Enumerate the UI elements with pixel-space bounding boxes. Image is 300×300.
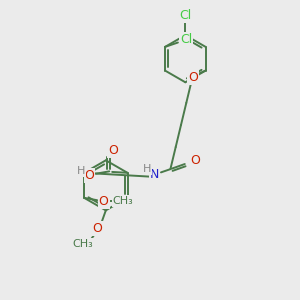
Text: N: N bbox=[149, 168, 159, 181]
Text: H: H bbox=[76, 166, 85, 176]
Text: H: H bbox=[143, 164, 151, 174]
Text: Cl: Cl bbox=[179, 9, 191, 22]
Text: O: O bbox=[190, 154, 200, 167]
Text: O: O bbox=[188, 71, 198, 84]
Text: CH₃: CH₃ bbox=[113, 196, 134, 206]
Text: O: O bbox=[108, 144, 118, 157]
Text: Cl: Cl bbox=[180, 33, 192, 46]
Text: O: O bbox=[85, 169, 94, 182]
Text: O: O bbox=[93, 222, 103, 236]
Text: CH₃: CH₃ bbox=[72, 239, 93, 249]
Text: O: O bbox=[99, 195, 109, 208]
